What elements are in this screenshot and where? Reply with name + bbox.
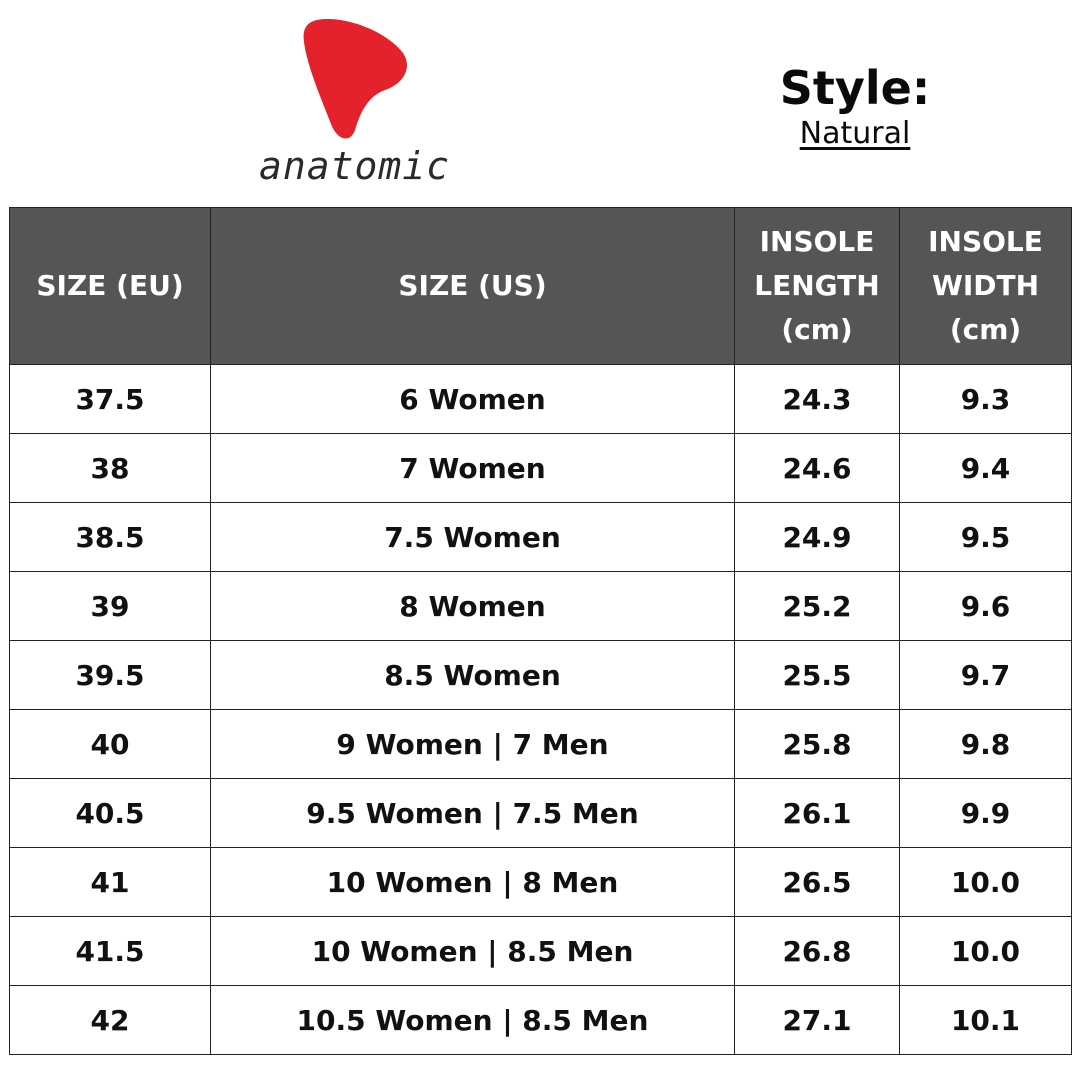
cell-insole-width: 10.0: [899, 916, 1072, 986]
cell-insole-length: 24.9: [734, 502, 900, 572]
cell-size-eu: 39: [9, 571, 211, 641]
cell-insole-width: 9.3: [899, 364, 1072, 434]
cell-size-us: 10.5 Women | 8.5 Men: [210, 985, 735, 1055]
cell-insole-width: 10.1: [899, 985, 1072, 1055]
header-size-eu: SIZE (EU): [9, 207, 211, 365]
cell-size-us: 10 Women | 8.5 Men: [210, 916, 735, 986]
table-row: 41.5 10 Women | 8.5 Men 26.8 10.0: [9, 916, 1072, 986]
cell-insole-width: 9.4: [899, 433, 1072, 503]
cell-size-us: 6 Women: [210, 364, 735, 434]
cell-size-eu: 40.5: [9, 778, 211, 848]
cell-insole-width: 9.7: [899, 640, 1072, 710]
header-row: SIZE (EU) SIZE (US) INSOLE LENGTH (cm) I…: [9, 207, 1072, 365]
table-row: 42 10.5 Women | 8.5 Men 27.1 10.1: [9, 985, 1072, 1055]
logo-mark-icon: [303, 19, 407, 139]
cell-insole-length: 26.8: [734, 916, 900, 986]
cell-size-eu: 42: [9, 985, 211, 1055]
cell-size-us: 7.5 Women: [210, 502, 735, 572]
cell-insole-length: 25.8: [734, 709, 900, 779]
cell-insole-length: 24.6: [734, 433, 900, 503]
cell-size-us: 10 Women | 8 Men: [210, 847, 735, 917]
table-row: 38 7 Women 24.6 9.4: [9, 433, 1072, 503]
header-size-eu-label: SIZE (EU): [36, 269, 184, 302]
table-row: 41 10 Women | 8 Men 26.5 10.0: [9, 847, 1072, 917]
header-insole-width: INSOLE WIDTH (cm): [899, 207, 1072, 365]
cell-insole-width: 10.0: [899, 847, 1072, 917]
cell-insole-length: 26.1: [734, 778, 900, 848]
cell-insole-length: 25.5: [734, 640, 900, 710]
brand-logo: anatomic: [255, 18, 455, 193]
cell-size-eu: 38.5: [9, 502, 211, 572]
header-insole-length-line-3: (cm): [781, 313, 853, 346]
cell-size-eu: 41.5: [9, 916, 211, 986]
header-insole-length-line-2: LENGTH: [754, 269, 880, 302]
cell-size-eu: 39.5: [9, 640, 211, 710]
cell-insole-width: 9.9: [899, 778, 1072, 848]
cell-insole-width: 9.5: [899, 502, 1072, 572]
header-size-us-label: SIZE (US): [398, 269, 547, 302]
cell-insole-length: 26.5: [734, 847, 900, 917]
brand-wordmark: anatomic: [259, 144, 451, 188]
style-block: Style: Natural: [760, 60, 950, 152]
table-row: 39.5 8.5 Women 25.5 9.7: [9, 640, 1072, 710]
cell-insole-length: 24.3: [734, 364, 900, 434]
table-row: 37.5 6 Women 24.3 9.3: [9, 364, 1072, 434]
table-body: 37.5 6 Women 24.3 9.3 38 7 Women 24.6 9.…: [9, 364, 1072, 1055]
style-title: Style:: [779, 61, 931, 115]
header-insole-width-line-1: INSOLE: [928, 225, 1043, 258]
cell-size-eu: 40: [9, 709, 211, 779]
table-row: 39 8 Women 25.2 9.6: [9, 571, 1072, 641]
cell-size-us: 9.5 Women | 7.5 Men: [210, 778, 735, 848]
style-value: Natural: [799, 116, 911, 151]
size-chart-table: SIZE (EU) SIZE (US) INSOLE LENGTH (cm) I…: [9, 207, 1072, 1055]
cell-insole-length: 27.1: [734, 985, 900, 1055]
cell-size-eu: 37.5: [9, 364, 211, 434]
cell-size-us: 8 Women: [210, 571, 735, 641]
header-size-us: SIZE (US): [210, 207, 735, 365]
header-insole-width-line-3: (cm): [949, 313, 1022, 346]
cell-insole-width: 9.8: [899, 709, 1072, 779]
cell-size-eu: 41: [9, 847, 211, 917]
cell-size-eu: 38: [9, 433, 211, 503]
table-header: SIZE (EU) SIZE (US) INSOLE LENGTH (cm) I…: [9, 207, 1072, 365]
table-row: 40.5 9.5 Women | 7.5 Men 26.1 9.9: [9, 778, 1072, 848]
cell-insole-length: 25.2: [734, 571, 900, 641]
cell-insole-width: 9.6: [899, 571, 1072, 641]
header-insole-length-line-1: INSOLE: [759, 225, 875, 258]
cell-size-us: 7 Women: [210, 433, 735, 503]
header-insole-width-line-2: WIDTH: [931, 269, 1040, 302]
cell-size-us: 9 Women | 7 Men: [210, 709, 735, 779]
cell-size-us: 8.5 Women: [210, 640, 735, 710]
table-row: 40 9 Women | 7 Men 25.8 9.8: [9, 709, 1072, 779]
header-insole-length: INSOLE LENGTH (cm): [734, 207, 900, 365]
table-row: 38.5 7.5 Women 24.9 9.5: [9, 502, 1072, 572]
